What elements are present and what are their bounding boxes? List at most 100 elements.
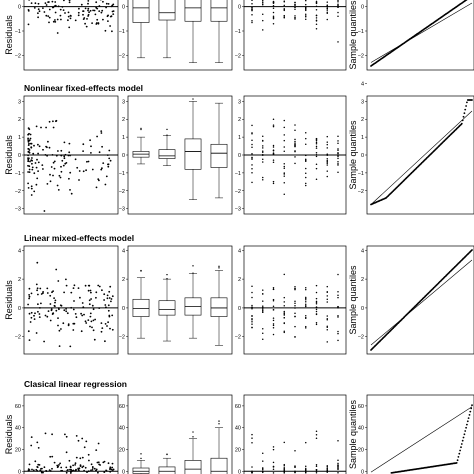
strip-point	[326, 301, 328, 303]
scatter-point	[36, 289, 38, 292]
row-title: Linear mixed-effects model	[24, 233, 134, 243]
scatter-point	[49, 303, 52, 305]
strip-point	[262, 470, 264, 473]
scatter-point	[30, 185, 33, 188]
strip-point	[262, 150, 264, 152]
strip-point	[262, 135, 264, 137]
panel-box: 60 40 20 0	[119, 394, 233, 474]
scatter-point	[106, 325, 108, 327]
strip-point	[326, 154, 328, 156]
scatter-point	[68, 26, 71, 29]
y-tick-label: 1	[238, 135, 241, 141]
scatter-point	[38, 313, 41, 315]
scatter-point	[56, 466, 59, 469]
scatter-point	[93, 9, 96, 12]
scatter-point	[55, 154, 58, 157]
strip-point	[251, 318, 253, 320]
scatter-point	[54, 299, 57, 302]
strip-point	[315, 313, 318, 315]
strip-point	[315, 437, 318, 440]
strip-point	[294, 302, 296, 304]
strip-point	[251, 304, 253, 307]
strip-point	[315, 472, 318, 474]
scatter-point	[101, 289, 103, 292]
strip-point	[337, 294, 339, 297]
panel-frame	[366, 0, 474, 71]
strip-point	[283, 172, 285, 174]
qq-point	[459, 449, 461, 452]
y-tick-label: 4	[238, 248, 241, 254]
scatter-point	[77, 467, 79, 470]
scatter-point	[30, 444, 33, 447]
scatter-point	[74, 19, 77, 22]
strip-point	[315, 0, 318, 3]
panel-scatter: 3 2 1 0 −1 −2 −3	[15, 95, 119, 215]
scatter-point	[33, 314, 35, 317]
scatter-point	[35, 183, 38, 186]
qq-reference-line	[370, 259, 473, 346]
strip-point	[283, 14, 285, 17]
strip-point	[272, 7, 275, 10]
y-tick-label: −1	[15, 29, 21, 35]
qq-y-axis-label: Sample quantiles	[348, 399, 358, 469]
scatter-point	[69, 171, 72, 174]
scatter-point	[95, 22, 98, 24]
scatter-point	[107, 3, 110, 5]
strip-point	[305, 131, 307, 134]
strip-point	[305, 184, 307, 187]
strip-point	[337, 164, 339, 166]
boxplot-box	[132, 0, 150, 23]
scatter-point	[86, 18, 88, 20]
strip-point	[294, 145, 296, 147]
qq-point	[460, 122, 463, 125]
scatter-point	[69, 465, 72, 468]
scatter-point	[48, 21, 50, 24]
scatter-point	[84, 7, 87, 10]
strip-point	[326, 164, 328, 166]
strip-point	[305, 158, 307, 161]
y-tick-label: −2	[235, 53, 241, 59]
y-tick-label: 2	[122, 277, 125, 283]
y-tick-label: −2	[358, 53, 364, 59]
scatter-point	[74, 464, 76, 466]
strip-point	[294, 143, 296, 146]
strip-point	[315, 470, 318, 472]
panel-frame	[243, 245, 347, 355]
scatter-point	[70, 306, 73, 309]
scatter-point	[37, 8, 40, 11]
scatter-point	[37, 447, 40, 449]
scatter-point	[28, 463, 31, 466]
strip-point	[305, 465, 307, 468]
panel-frame	[23, 0, 119, 71]
strip-point	[337, 291, 339, 293]
strip-point	[326, 5, 328, 7]
strip-point	[315, 308, 318, 311]
scatter-point	[85, 440, 88, 443]
y-tick-label: −1	[235, 171, 241, 177]
scatter-point	[101, 327, 104, 329]
scatter-point	[87, 453, 90, 456]
strip-point	[315, 141, 318, 144]
y-tick-label: 2	[18, 277, 21, 283]
strip-point	[251, 133, 253, 135]
strip-point	[262, 308, 264, 311]
scatter-point	[95, 469, 97, 472]
scatter-point	[49, 319, 52, 322]
strip-point	[294, 140, 296, 143]
strip-point	[315, 147, 318, 149]
strip-point	[326, 317, 328, 320]
scatter-point	[32, 469, 35, 472]
strip-point	[251, 291, 253, 294]
scatter-point	[28, 339, 31, 341]
scatter-point	[52, 120, 54, 123]
boxplot-outlier	[192, 265, 194, 267]
scatter-point	[105, 2, 108, 5]
strip-point	[315, 465, 318, 467]
scatter-point	[89, 9, 92, 12]
scatter-point	[89, 289, 92, 292]
strip-point	[294, 3, 296, 6]
strip-point	[305, 296, 307, 299]
scatter-point	[73, 322, 76, 325]
scatter-point	[107, 321, 109, 324]
scatter-point	[97, 442, 100, 445]
